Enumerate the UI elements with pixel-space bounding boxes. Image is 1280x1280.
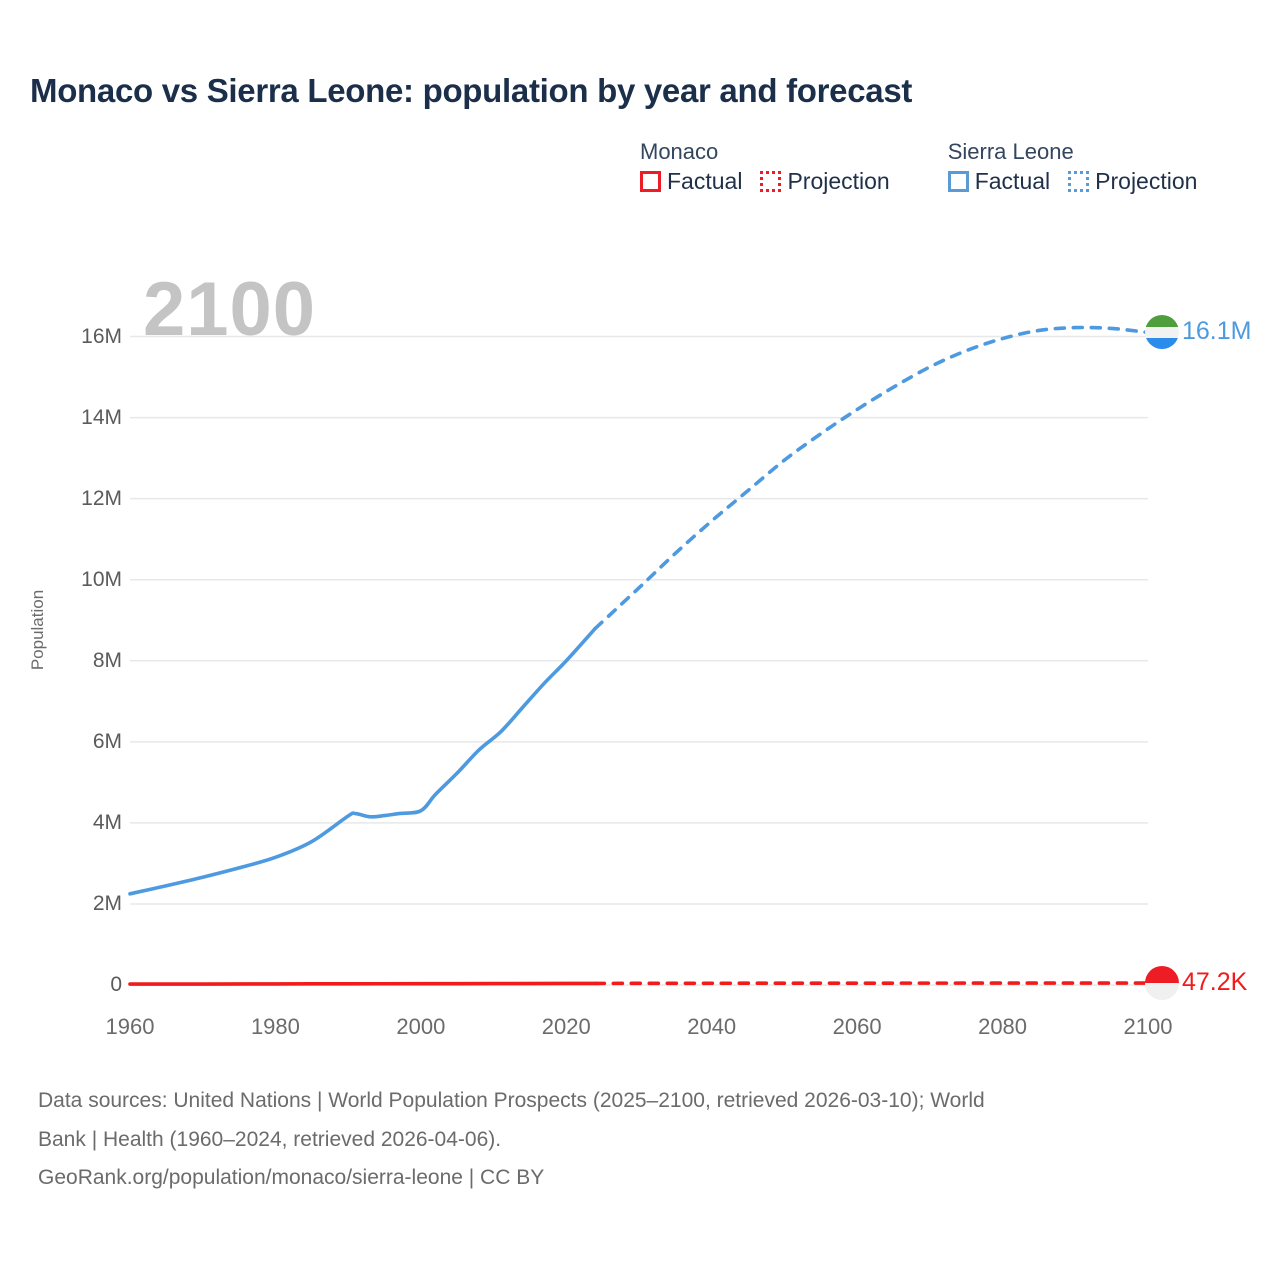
y-tick-label: 10M	[81, 567, 122, 591]
page-title: Monaco vs Sierra Leone: population by ye…	[30, 72, 913, 109]
x-tick-label: 2080	[978, 1014, 1028, 1039]
year-watermark: 2100	[143, 267, 317, 352]
legend-label-monaco-factual: Factual	[667, 168, 743, 195]
flag-icon-monaco	[1145, 966, 1179, 1001]
endpoint-label-sierra-leone: 16.1M	[1182, 317, 1252, 346]
legend-group-monaco: Monaco Factual Projection	[640, 139, 890, 193]
legend-item-monaco-factual[interactable]: Factual	[640, 170, 742, 193]
x-tick-label: 1980	[250, 1014, 300, 1039]
y-tick-label: 0	[110, 973, 122, 996]
series-line-projection-sierra-leone	[593, 325, 1150, 631]
y-tick-label: 8M	[92, 648, 122, 672]
legend-label-monaco-projection: Projection	[787, 168, 890, 195]
y-tick-label: 4M	[92, 810, 122, 834]
legend-items-sierra-leone: Factual Projection	[947, 168, 1197, 195]
y-tick-label: 12M	[81, 486, 122, 510]
x-tick-label: 2020	[541, 1014, 591, 1039]
legend-swatch-sierra-leone-projection	[1068, 171, 1090, 193]
endpoint-label-monaco: 47.2K	[1182, 968, 1248, 997]
flag-stripe	[1145, 326, 1179, 339]
footer-attribution[interactable]: GeoRank.org/population/monaco/sierra-leo…	[38, 1166, 545, 1190]
legend-items-monaco: Factual Projection	[640, 170, 890, 193]
y-tick-label: 2M	[92, 891, 122, 915]
legend-item-sierra-leone-factual[interactable]: Factual	[947, 168, 1051, 195]
x-tick-label: 2060	[832, 1014, 882, 1039]
x-tick-label: 2000	[396, 1014, 446, 1039]
footer-sources-line1: Data sources: United Nations | World Pop…	[38, 1089, 985, 1112]
y-tick-label: 14M	[81, 405, 122, 429]
legend-item-sierra-leone-projection[interactable]: Projection	[1068, 170, 1197, 193]
legend-item-monaco-projection[interactable]: Projection	[760, 168, 890, 195]
series-line-factual-monaco	[128, 981, 598, 986]
chart-legend: Monaco Factual Projection Sierra Leone F…	[640, 139, 1197, 195]
flag-stripe	[1145, 966, 1179, 984]
x-tick-label: 1960	[105, 1014, 155, 1039]
flag-stripe	[1145, 983, 1179, 1001]
y-tick-label: 6M	[92, 729, 122, 753]
legend-label-sierra-leone-projection: Projection	[1095, 168, 1198, 195]
legend-swatch-monaco-projection	[760, 171, 782, 193]
legend-label-sierra-leone-factual: Factual	[974, 168, 1051, 195]
legend-swatch-monaco-factual	[640, 171, 661, 193]
y-tick-label: 16M	[81, 324, 122, 348]
flag-stripe	[1145, 338, 1179, 350]
legend-group-title-sierra-leone: Sierra Leone	[947, 139, 1074, 164]
x-tick-label: 2100	[1123, 1014, 1173, 1039]
flag-stripe	[1145, 315, 1179, 327]
legend-group-sierra-leone: Sierra Leone Factual Projection	[947, 139, 1197, 195]
flag-icon-sierra-leone	[1145, 315, 1179, 350]
legend-swatch-sierra-leone-factual	[947, 171, 969, 193]
x-tick-label: 2040	[687, 1014, 737, 1039]
series-line-factual-sierra-leone	[128, 626, 598, 896]
footer: Data sources: United Nations | World Pop…	[38, 1085, 1238, 1195]
legend-group-title-monaco: Monaco	[640, 139, 719, 164]
footer-sources-line2: Bank | Health (1960–2024, retrieved 2026…	[38, 1127, 502, 1151]
